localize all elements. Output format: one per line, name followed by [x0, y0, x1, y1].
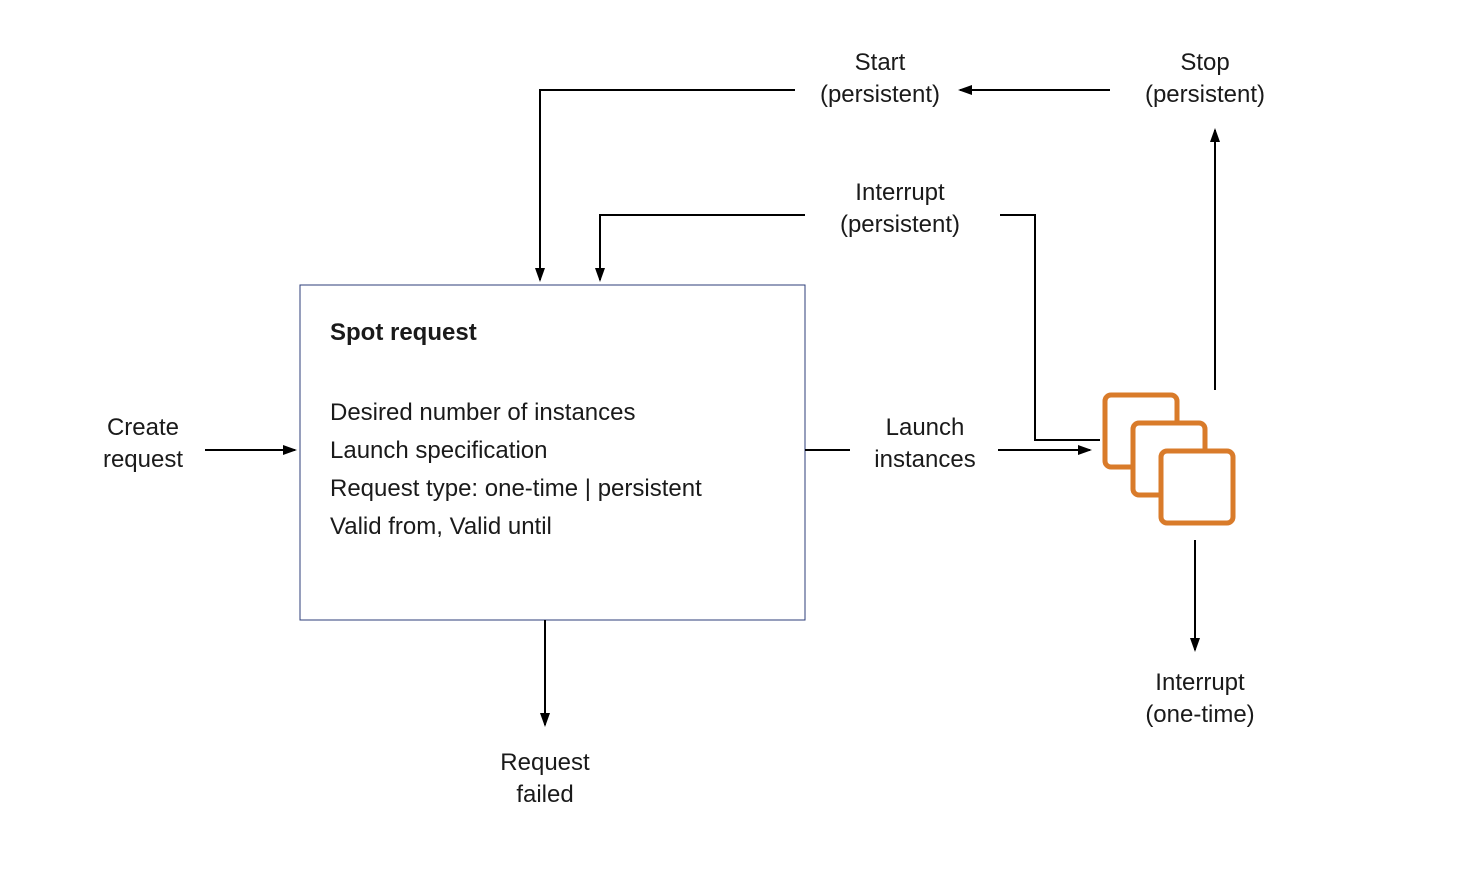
- spot-request-title: Spot request: [330, 319, 477, 346]
- label-stop-persistent-line2: (persistent): [1145, 81, 1265, 108]
- label-start-persistent-line2: (persistent): [820, 81, 940, 108]
- label-create-request-line1: Create: [107, 414, 179, 441]
- instance-icon: [1161, 451, 1233, 523]
- spot-request-line: Launch specification: [330, 437, 547, 464]
- spot-request-line: Request type: one-time | persistent: [330, 475, 702, 502]
- spot-request-line: Valid from, Valid until: [330, 513, 552, 540]
- label-interrupt-onetime-line2: (one-time): [1145, 701, 1254, 728]
- label-request-failed-line2: failed: [516, 781, 573, 808]
- label-launch-instances-line1: Launch: [886, 414, 965, 441]
- label-create-request-line2: request: [103, 446, 183, 473]
- label-stop-persistent-line1: Stop: [1180, 49, 1229, 76]
- spot-request-line: Desired number of instances: [330, 399, 635, 426]
- label-request-failed-line1: Request: [500, 749, 590, 776]
- label-launch-instances-line2: instances: [874, 446, 975, 473]
- label-interrupt-persistent-line1: Interrupt: [855, 179, 945, 206]
- label-interrupt-onetime-line1: Interrupt: [1155, 669, 1245, 696]
- label-interrupt-persistent-line2: (persistent): [840, 211, 960, 238]
- label-start-persistent-line1: Start: [855, 49, 906, 76]
